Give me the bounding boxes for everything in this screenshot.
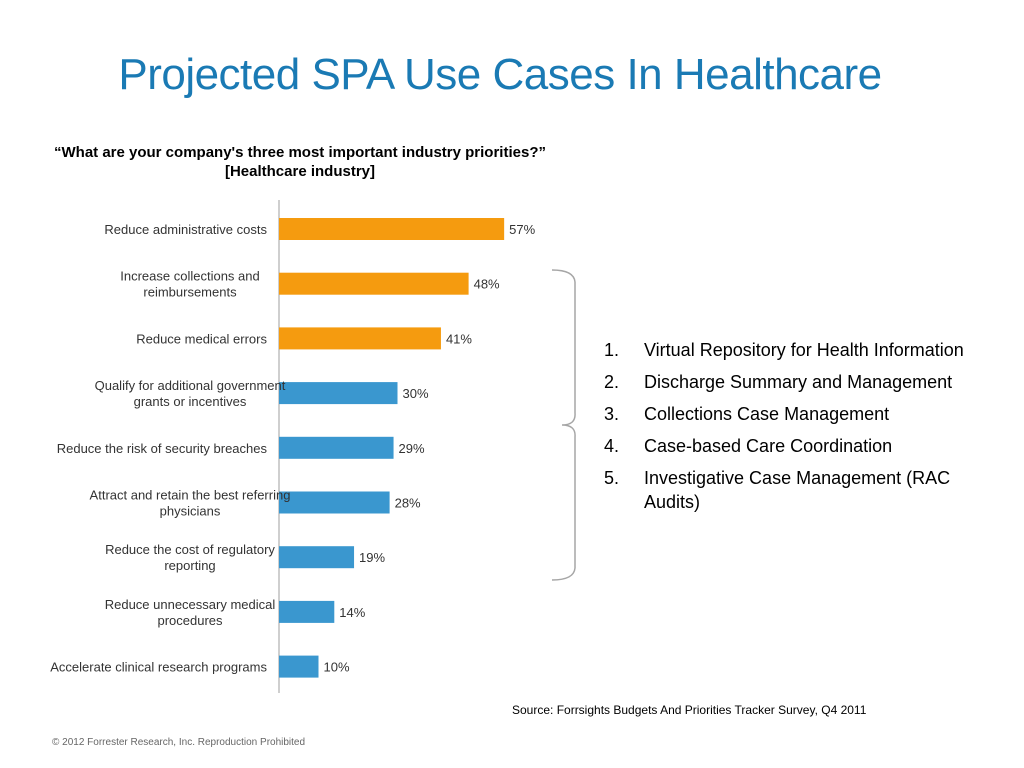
- category-label-2: Increase collections and reimbursements: [120, 269, 259, 300]
- bar-chart: 57% Reduce administrative costs 48% Increas…: [50, 200, 536, 693]
- use-case-number: 2.: [604, 372, 620, 392]
- use-case-text: Discharge Summary and Management: [644, 372, 953, 392]
- use-case-text: Collections Case Management: [644, 404, 890, 424]
- data-label-7: 19%: [359, 550, 385, 565]
- category-label-1: Reduce administrative costs: [104, 222, 267, 237]
- page-title: Projected SPA Use Cases In Healthcare: [118, 50, 882, 99]
- copyright-note: © 2012 Forrester Research, Inc. Reproduc…: [52, 737, 306, 748]
- source-note: Source: Forrsights Budgets And Prioritie…: [512, 703, 867, 717]
- data-label-1: 57%: [509, 222, 535, 237]
- use-case-number: 4.: [604, 436, 620, 456]
- category-label-6: Attract and retain the best referring phy…: [90, 488, 291, 519]
- use-case-list: 1. Virtual Repository for Health Informat…: [604, 338, 1009, 522]
- bar-8: [279, 600, 335, 623]
- use-case-item: 2. Discharge Summary and Management: [604, 370, 1009, 394]
- use-case-item: 4. Case-based Care Coordination: [604, 434, 1009, 458]
- bar-5: [279, 436, 394, 459]
- use-case-item: 3. Collections Case Management: [604, 402, 1009, 426]
- data-label-3: 41%: [446, 331, 472, 346]
- bar-3: [279, 327, 441, 350]
- use-case-number: 1.: [604, 340, 620, 360]
- bar-1: [279, 218, 505, 240]
- data-label-5: 29%: [399, 441, 425, 456]
- use-case-item: 5. Investigative Case Management (RAC Aud…: [604, 466, 1009, 514]
- category-label-4: Qualify for additional government grants …: [95, 378, 286, 409]
- bar-7: [279, 546, 355, 569]
- chart-title: “What are your company's three most impo…: [54, 144, 546, 180]
- bracket-icon: [551, 269, 576, 581]
- bar-9: [279, 655, 319, 678]
- data-label-8: 14%: [339, 605, 365, 620]
- use-case-text: Investigative Case Management (RAC Audit…: [644, 468, 951, 512]
- data-label-6: 28%: [395, 496, 421, 511]
- category-label-7: Reduce the cost of regulatory reporting: [105, 542, 275, 573]
- bar-6: [279, 491, 390, 514]
- data-label-4: 30%: [403, 386, 429, 401]
- use-case-text: Case-based Care Coordination: [644, 436, 893, 456]
- category-label-8: Reduce unnecessary medical procedures: [105, 597, 276, 628]
- category-label-9: Accelerate clinical research programs: [50, 660, 267, 675]
- use-case-number: 3.: [604, 404, 620, 424]
- use-case-item: 1. Virtual Repository for Health Informat…: [604, 338, 1009, 362]
- use-case-number: 5.: [604, 468, 620, 488]
- category-label-5: Reduce the risk of security breaches: [57, 441, 268, 456]
- bar-2: [279, 272, 469, 295]
- bar-4: [279, 382, 398, 405]
- data-label-2: 48%: [474, 277, 500, 292]
- category-label-3: Reduce medical errors: [136, 331, 267, 346]
- use-case-text: Virtual Repository for Health Informatio…: [644, 340, 964, 360]
- data-label-9: 10%: [324, 660, 350, 675]
